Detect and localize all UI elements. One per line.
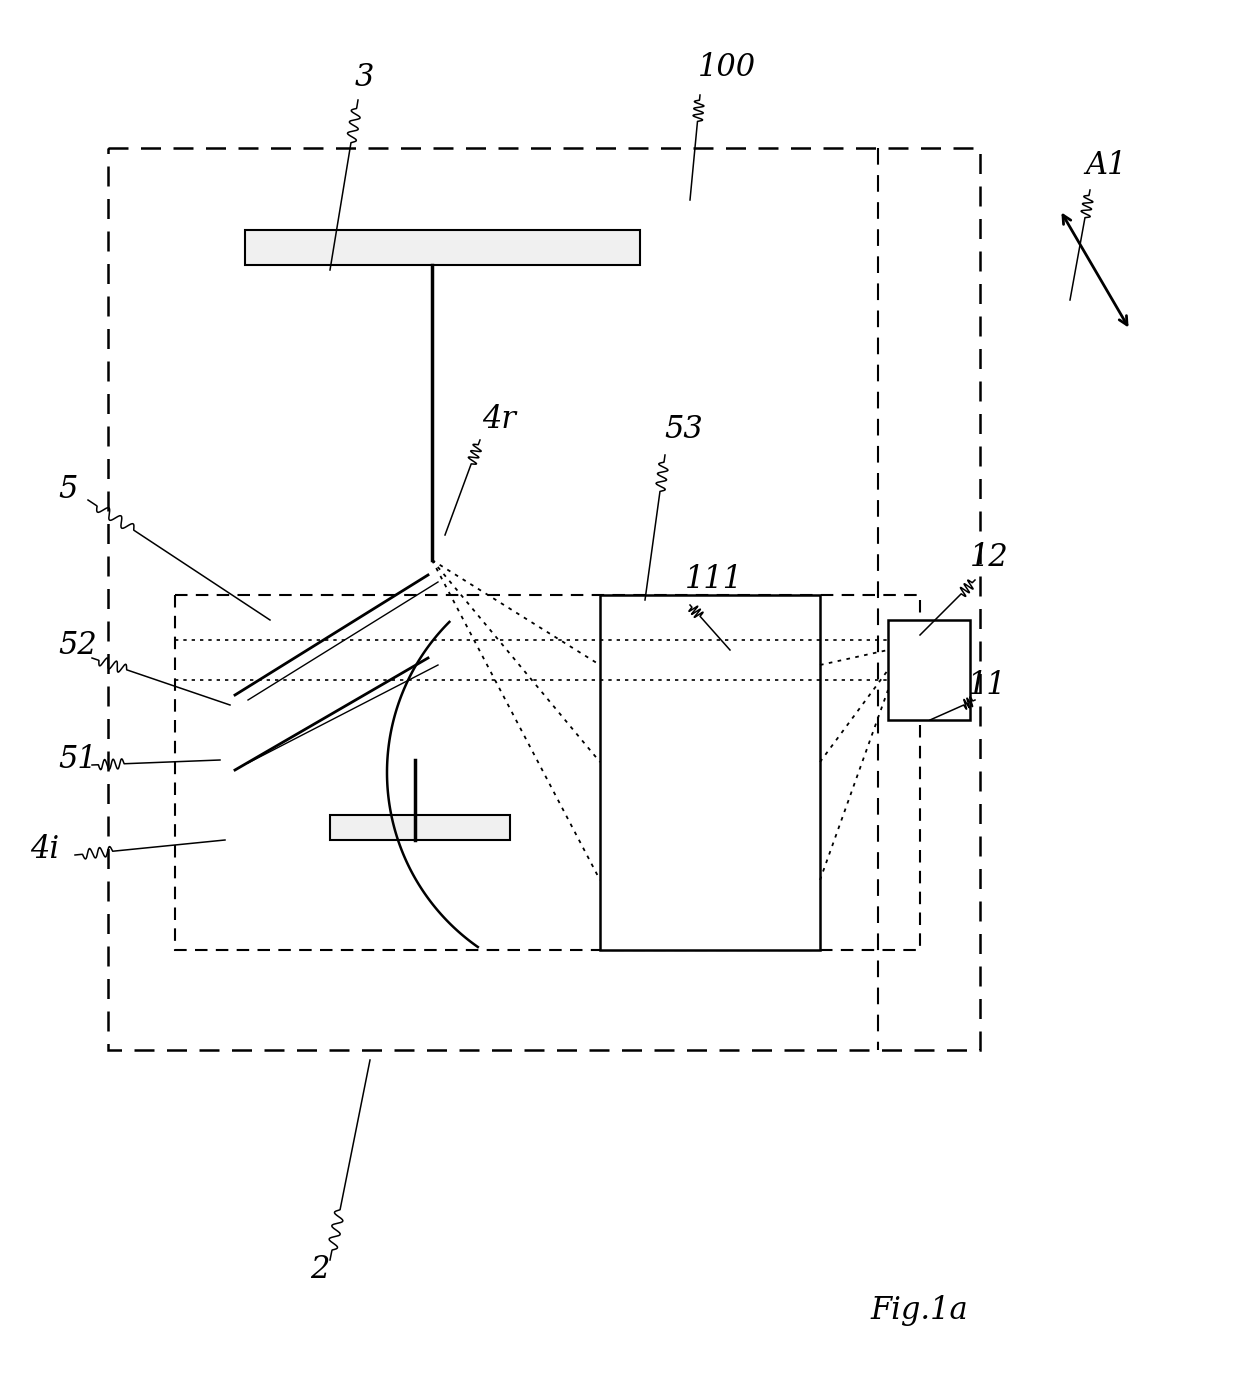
Text: 53: 53 [663,415,703,445]
Text: 3: 3 [355,62,374,94]
Text: 52: 52 [58,629,97,661]
Bar [246,230,640,266]
Text: 2: 2 [310,1254,330,1286]
Text: 12: 12 [970,542,1009,574]
Bar [888,620,970,721]
Bar [175,595,920,950]
Bar [600,595,820,950]
Text: 100: 100 [698,53,756,83]
Bar [108,148,980,1050]
Text: 11: 11 [968,669,1007,701]
Text: A1: A1 [1085,149,1126,181]
Text: 51: 51 [58,744,97,776]
Text: Fig.1a: Fig.1a [870,1294,967,1325]
Bar [330,815,510,839]
Text: 4r: 4r [482,404,516,436]
Text: 5: 5 [58,474,77,506]
Text: 111: 111 [684,564,743,596]
Text: 4i: 4i [30,834,60,866]
